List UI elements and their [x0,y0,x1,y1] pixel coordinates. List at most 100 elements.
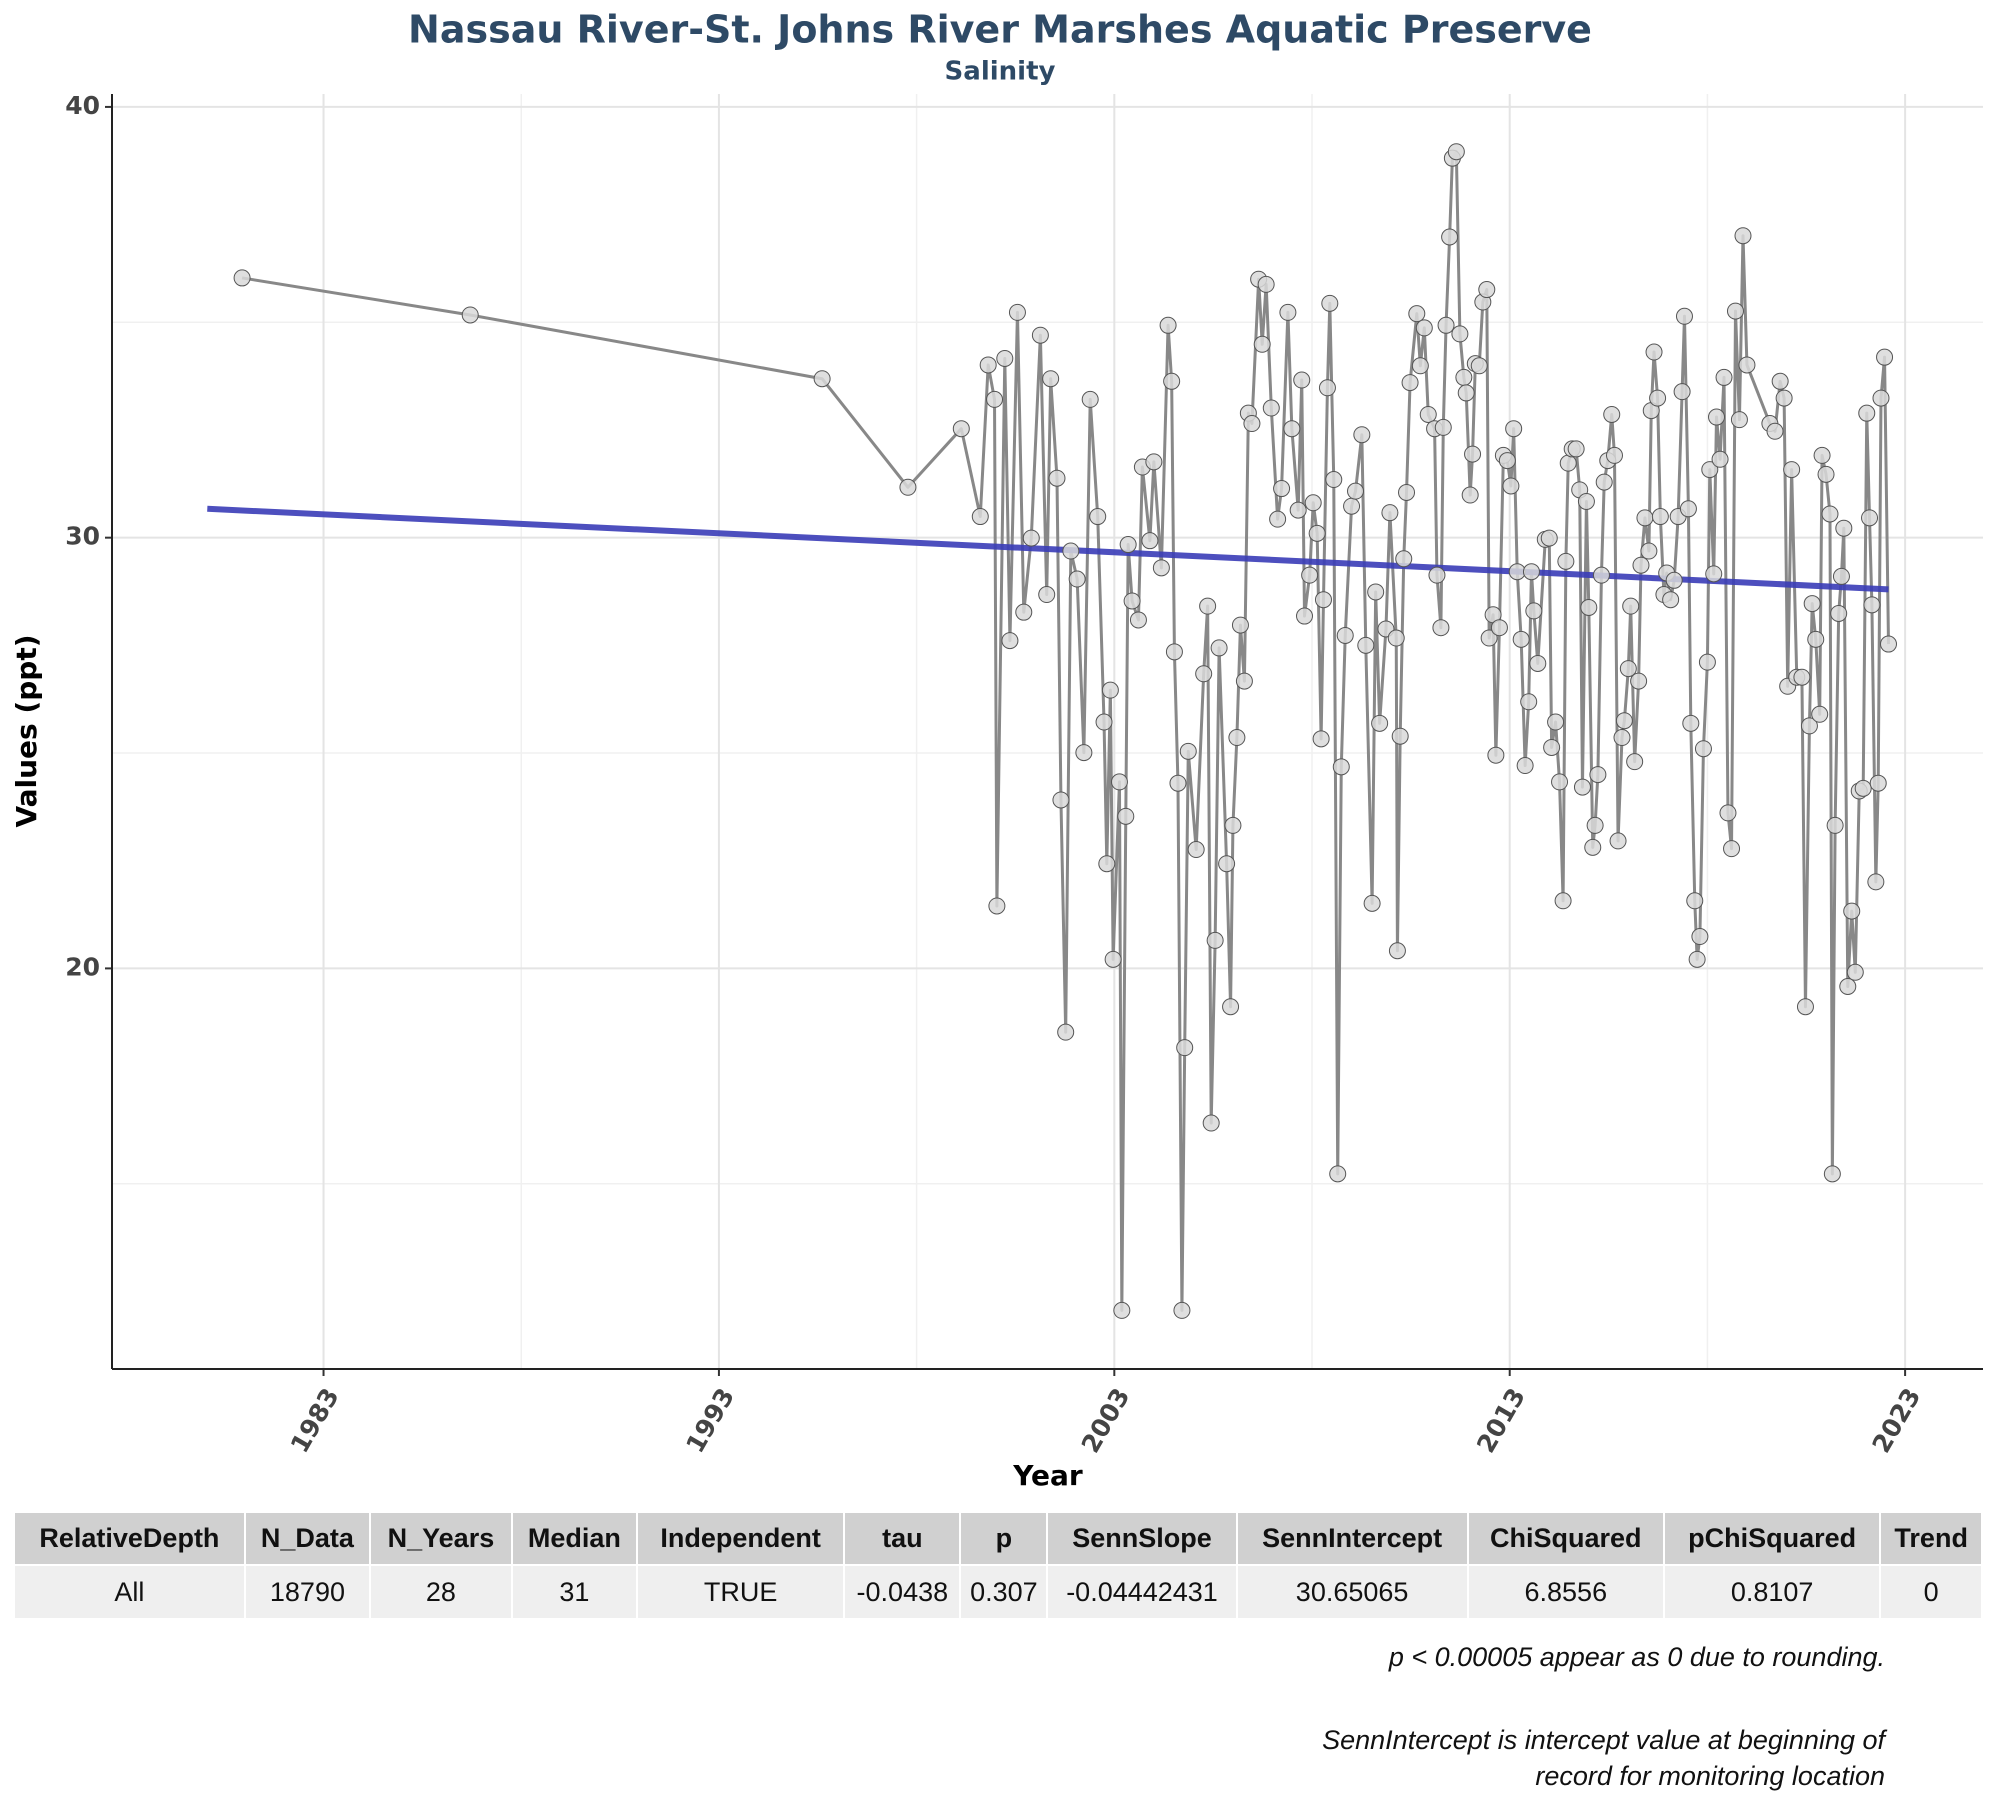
note: p < 0.00005 appear as 0 due to rounding. [1388,1642,1885,1672]
data-point [1332,758,1350,776]
x-tick-label: 1983 [285,1383,345,1458]
data-point [1522,563,1540,581]
y-tick-label: 20 [65,952,100,981]
data-point [1057,1023,1075,1041]
data-point [1876,348,1894,366]
data-point [1152,559,1170,577]
column-header: RelativeDepth [15,1513,246,1565]
data-point [1195,665,1213,683]
data-point [1632,556,1650,574]
data-point [1817,465,1835,483]
data-point [1715,368,1733,386]
data-point [1505,420,1523,438]
data-point [1826,816,1844,834]
data-point [1243,415,1261,433]
table-cell: 28 [370,1564,513,1618]
data-point [1347,482,1365,500]
y-tick-label: 40 [65,91,100,120]
data-point [1101,681,1119,699]
data-point [1253,335,1271,353]
column-header: p [960,1513,1049,1565]
data-point [1123,592,1141,610]
table-cell: 18790 [244,1564,372,1618]
data-point [1419,405,1437,423]
data-point [1730,411,1748,429]
column-header: Trend [1880,1513,1983,1565]
data-point [1867,873,1885,891]
data-point [1001,632,1019,650]
data-point [1273,480,1291,498]
data-point [1830,604,1848,622]
data-point [1711,450,1729,468]
data-point [1367,583,1385,601]
data-point [1734,227,1752,245]
data-point [1301,566,1319,584]
column-header: tau [844,1513,962,1565]
data-point [1619,660,1637,678]
data-point [1525,602,1543,620]
data-point [1691,928,1709,946]
data-point [1547,713,1565,731]
data-point [1279,303,1297,321]
data-point [1766,422,1784,440]
data-point [1626,753,1644,771]
data-point [1169,774,1187,792]
table-cell: 0.307 [960,1564,1049,1618]
data-point [1321,294,1339,312]
data-point [1391,727,1409,745]
data-point [1589,766,1607,784]
data-point [1343,497,1361,515]
data-point [1605,446,1623,464]
chart-title: Nassau River-St. Johns River Marshes Aqu… [408,8,1592,52]
data-point [1863,596,1881,614]
data-point [1325,471,1343,489]
data-point [1008,303,1026,321]
data-point [1218,855,1236,873]
data-point [1609,832,1627,850]
data-point [1296,607,1314,625]
data-point [1015,603,1033,621]
data-point [1622,597,1640,615]
data-point [1387,629,1405,647]
data-point [1428,566,1446,584]
data-point [1649,389,1667,407]
data-point [1771,372,1789,390]
data-point [1675,307,1693,325]
data-point [996,349,1014,367]
column-header: N_Data [244,1513,372,1565]
data-point [1283,420,1301,438]
data-point [1224,816,1242,834]
x-tick-label: 2023 [1866,1383,1926,1458]
data-point [1176,1039,1194,1057]
data-point [971,508,989,526]
data-point [1401,374,1419,392]
x-axis-label: Year [1012,1459,1083,1492]
data-point [1222,998,1240,1016]
x-tick-label: 1993 [680,1383,740,1458]
data-point [1861,509,1879,527]
data-point [461,306,479,324]
data-point [899,478,917,496]
data-point [1173,1301,1191,1319]
data-point [1129,611,1147,629]
data-point [1199,597,1217,615]
column-header: ChiSquared [1467,1513,1665,1565]
data-point [1640,542,1658,560]
data-point [1520,693,1538,711]
data-point [1398,483,1416,501]
data-point [1318,379,1336,397]
x-tick-label: 2003 [1076,1383,1136,1458]
data-point [986,390,1004,408]
data-point [1694,740,1712,758]
data-point [1081,390,1099,408]
data-point [1701,461,1719,479]
data-point [1630,672,1648,690]
data-point [1673,383,1691,401]
chart: Nassau River-St. Johns River Marshes Aqu… [10,8,1983,1492]
data-point [1110,773,1128,791]
data-point [1557,552,1575,570]
data-point [1603,405,1621,423]
data-point [1858,404,1876,422]
data-point [1312,730,1330,748]
data-point [1363,894,1381,912]
